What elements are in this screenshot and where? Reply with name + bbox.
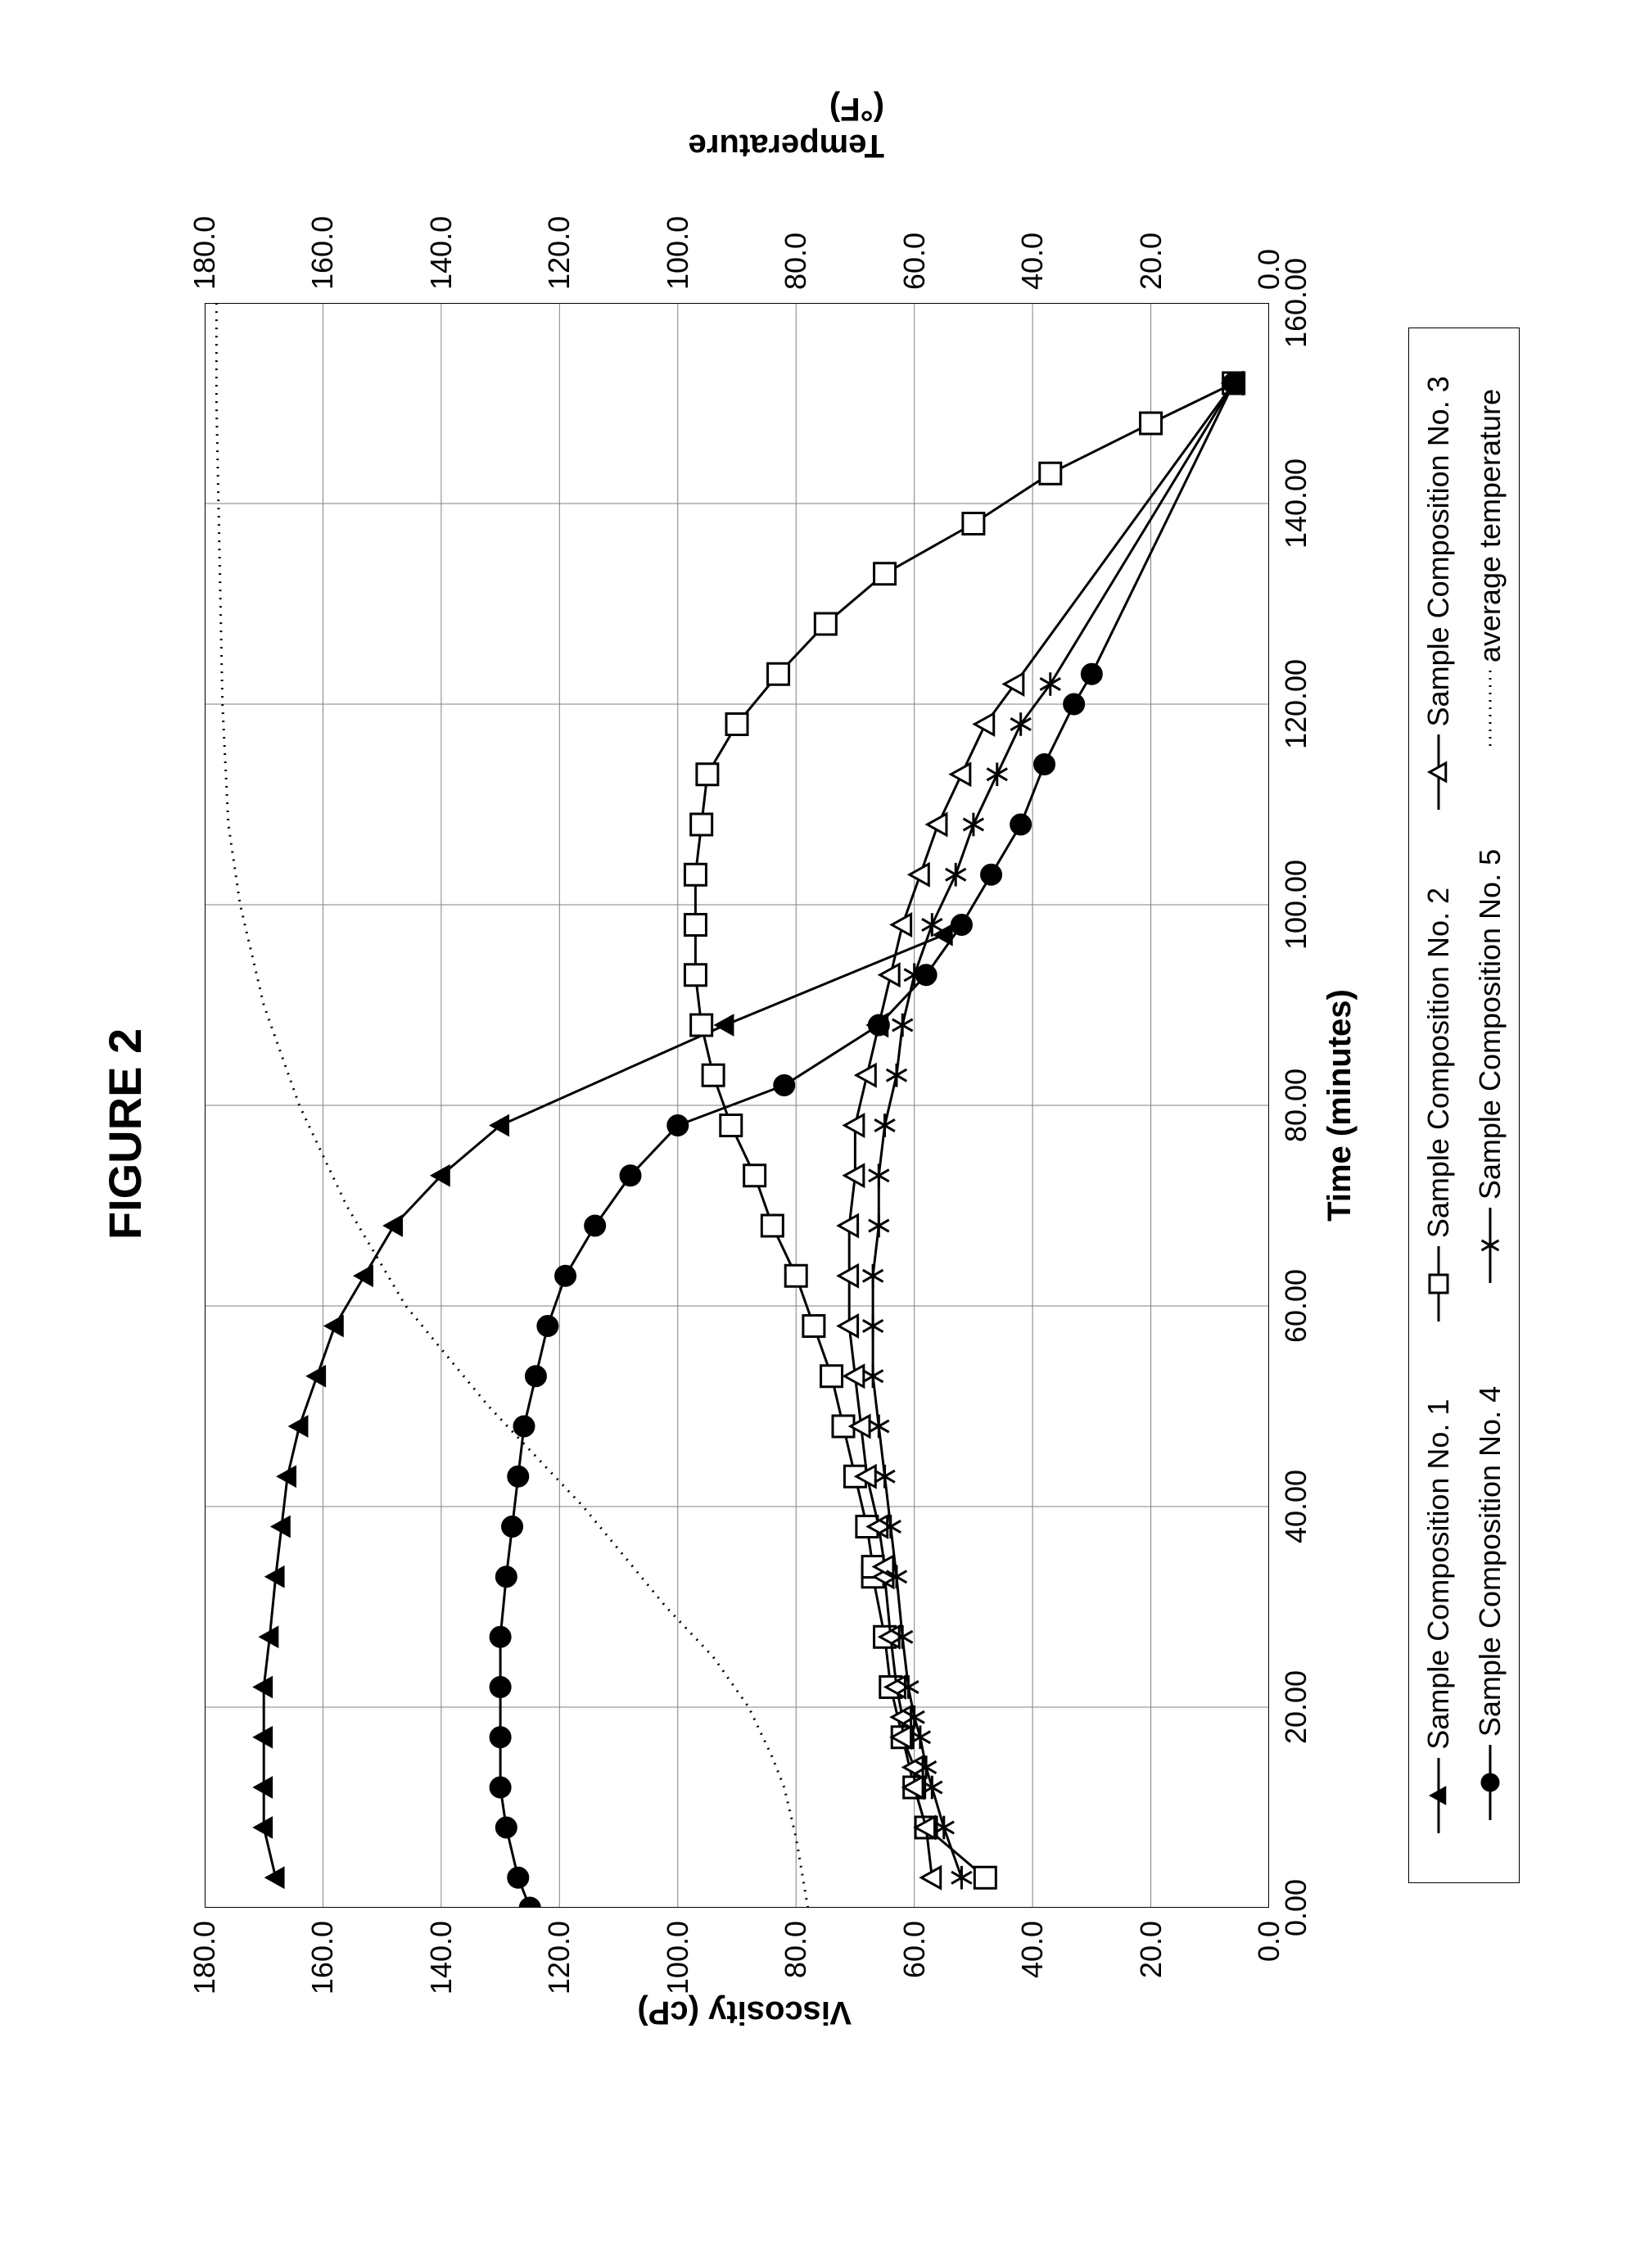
marker-icon	[1479, 1206, 1502, 1285]
tick-label: 160.0	[305, 216, 340, 290]
series-s1	[253, 924, 952, 1889]
tick-label: 40.0	[1015, 233, 1050, 290]
tick-label: 120.0	[542, 1921, 576, 1995]
tick-label: 20.0	[1134, 1921, 1168, 1978]
tick-label: 40.00	[1279, 1470, 1313, 1543]
legend-label: Sample Composition No. 1	[1421, 1399, 1456, 1750]
tick-label: 120.00	[1279, 659, 1313, 749]
tick-label: 140.00	[1279, 459, 1313, 549]
legend: Sample Composition No. 1 Sample Compositi…	[1408, 328, 1520, 1883]
tick-label: 100.0	[661, 216, 695, 290]
series-s4	[490, 373, 1245, 1908]
rotated-canvas: FIGURE 2 Viscosity (cP) Temperature (°F)…	[0, 0, 1631, 2268]
tick-label: 140.0	[424, 1921, 459, 1995]
marker-icon	[1479, 1743, 1502, 1822]
y-axis-right-label: Temperature (°F)	[689, 90, 884, 164]
tick-label: 100.0	[661, 1921, 695, 1995]
tick-label: 80.0	[779, 1921, 813, 1978]
legend-item-s1: Sample Composition No. 1	[1421, 1399, 1456, 1835]
figure-title: FIGURE 2	[98, 0, 151, 2268]
x-axis-label: Time (minutes)	[1322, 303, 1358, 1908]
page-canvas: FIGURE 2 Viscosity (cP) Temperature (°F)…	[0, 0, 1631, 2268]
legend-label: Sample Composition No. 3	[1421, 376, 1456, 726]
tick-label: 60.0	[897, 1921, 932, 1978]
y-axis-left-label: Viscosity (cP)	[637, 1994, 852, 2031]
tick-label: 0.0	[1252, 249, 1286, 290]
series-s5	[863, 372, 1244, 1890]
tick-label: 20.00	[1279, 1670, 1313, 1744]
legend-item-temp: average temperature	[1473, 389, 1507, 748]
legend-label: Sample Composition No. 4	[1473, 1386, 1507, 1737]
marker-icon	[1427, 1245, 1450, 1323]
tick-label: 160.0	[305, 1921, 340, 1995]
tick-label: 180.0	[187, 1921, 222, 1995]
tick-label: 120.0	[542, 216, 576, 290]
tick-label: 100.00	[1279, 860, 1313, 950]
tick-label: 140.0	[424, 216, 459, 290]
series-s3	[838, 373, 1242, 1888]
tick-label: 0.0	[1252, 1921, 1286, 1962]
series-s2	[684, 373, 1244, 1888]
marker-icon	[1427, 1756, 1450, 1835]
tick-label: 20.0	[1134, 233, 1168, 290]
tick-label: 80.0	[779, 233, 813, 290]
line-icon	[1479, 669, 1502, 748]
tick-label: 40.0	[1015, 1921, 1050, 1978]
legend-item-s2: Sample Composition No. 2	[1421, 888, 1456, 1323]
legend-label: average temperature	[1473, 389, 1507, 662]
chart-svg	[205, 303, 1269, 1908]
legend-item-s3: Sample Composition No. 3	[1421, 376, 1456, 811]
legend-label: Sample Composition No. 2	[1421, 888, 1456, 1238]
marker-icon	[1427, 733, 1450, 811]
tick-label: 180.0	[187, 216, 222, 290]
tick-label: 80.00	[1279, 1068, 1313, 1142]
tick-label: 60.00	[1279, 1269, 1313, 1343]
legend-item-s4: Sample Composition No. 4	[1473, 1386, 1507, 1822]
tick-label: 60.0	[897, 233, 932, 290]
chart-area	[205, 303, 1269, 1908]
legend-label: Sample Composition No. 5	[1473, 849, 1507, 1200]
legend-item-s5: Sample Composition No. 5	[1473, 849, 1507, 1285]
